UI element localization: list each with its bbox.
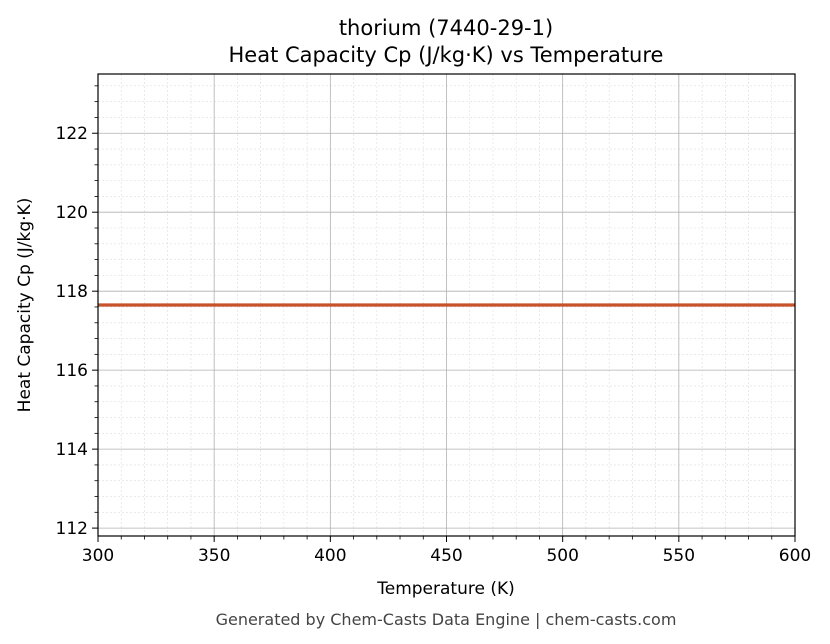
chart-title-line2: Heat Capacity Cp (J/kg·K) vs Temperature	[229, 43, 664, 67]
x-tick-label: 450	[430, 546, 462, 566]
x-tick-label: 350	[198, 546, 230, 566]
plot-area: 300 350 400 450 500 550 600 112 114 116 118 120 122	[56, 73, 811, 566]
y-axis-ticks: 112 114 116 118 120 122	[56, 85, 98, 539]
x-tick-label: 500	[546, 546, 578, 566]
y-tick-label: 120	[56, 203, 88, 223]
y-tick-label: 116	[56, 361, 88, 381]
y-tick-label: 122	[56, 124, 88, 144]
x-tick-label: 550	[663, 546, 695, 566]
x-tick-label: 300	[82, 546, 114, 566]
y-tick-label: 114	[56, 440, 88, 460]
y-axis-label: Heat Capacity Cp (J/kg·K)	[15, 198, 35, 413]
y-tick-label: 112	[56, 519, 88, 539]
x-tick-label: 400	[314, 546, 346, 566]
x-axis-ticks: 300 350 400 450 500 550 600	[82, 536, 811, 566]
footer-credit: Generated by Chem-Casts Data Engine | ch…	[216, 610, 677, 629]
x-axis-label: Temperature (K)	[376, 579, 515, 599]
chart-title-line1: thorium (7440-29-1)	[339, 16, 553, 40]
x-tick-label: 600	[779, 546, 811, 566]
y-tick-label: 118	[56, 282, 88, 302]
